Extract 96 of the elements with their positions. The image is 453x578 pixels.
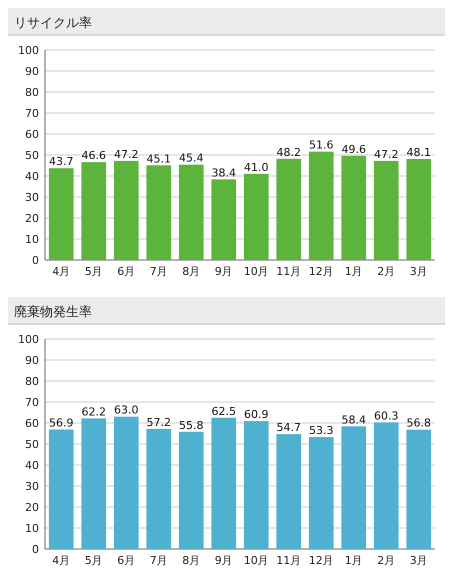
data-label: 62.2: [82, 405, 106, 418]
bar: [178, 432, 204, 549]
bar: [244, 421, 269, 549]
bar: [374, 160, 399, 260]
x-tick-label: 12月: [308, 554, 334, 567]
chart-title: リサイクル率: [14, 15, 92, 31]
y-tick-label: 90: [25, 65, 39, 78]
x-tick-label: 1月: [344, 265, 363, 278]
bar: [341, 156, 366, 260]
x-tick-label: 8月: [182, 265, 200, 278]
bar: [341, 426, 366, 549]
bar: [146, 428, 172, 549]
bar: [308, 437, 334, 549]
y-tick-label: 0: [32, 543, 39, 556]
bar: [406, 430, 432, 549]
y-tick-label: 40: [25, 459, 39, 472]
data-label: 56.8: [406, 416, 431, 430]
y-tick-label: 20: [25, 501, 39, 514]
data-label: 56.9: [49, 416, 74, 430]
x-tick-label: 11月: [276, 265, 302, 278]
bar: [276, 434, 302, 549]
y-tick-label: 40: [25, 170, 39, 183]
data-label: 54.7: [276, 421, 301, 434]
data-label: 58.4: [342, 413, 366, 426]
x-tick-label: 6月: [117, 265, 136, 278]
bar: [48, 430, 74, 549]
x-tick-label: 7月: [150, 265, 168, 278]
x-tick-label: 1月: [344, 554, 363, 567]
data-label: 62.5: [212, 404, 236, 418]
y-tick-label: 100: [18, 44, 39, 57]
data-label: 41.0: [244, 160, 268, 174]
data-label: 47.2: [374, 148, 398, 161]
bar: [146, 165, 172, 260]
data-label: 45.4: [179, 152, 204, 165]
x-tick-label: 9月: [214, 265, 233, 278]
y-tick-label: 30: [25, 191, 39, 204]
x-tick-label: 10月: [244, 265, 269, 278]
x-tick-label: 4月: [52, 265, 70, 278]
bar: [81, 418, 106, 549]
x-tick-label: 7月: [150, 554, 168, 567]
data-label: 57.2: [146, 416, 171, 429]
data-label: 48.1: [406, 146, 431, 159]
bar: [114, 416, 139, 549]
y-tick-label: 70: [25, 107, 39, 120]
bar: [276, 158, 302, 260]
data-label: 47.2: [114, 148, 138, 161]
bar: [211, 179, 236, 260]
data-label: 45.1: [146, 152, 171, 166]
bar: [48, 168, 74, 260]
x-tick-label: 5月: [84, 265, 103, 278]
y-tick-label: 0: [32, 254, 39, 267]
bar: [308, 152, 334, 260]
bar: [114, 160, 139, 260]
data-label: 48.2: [276, 146, 301, 159]
x-tick-label: 8月: [182, 554, 200, 567]
x-tick-label: 4月: [52, 554, 70, 567]
x-tick-label: 12月: [308, 265, 334, 278]
y-tick-label: 20: [25, 212, 39, 225]
data-label: 55.8: [179, 418, 204, 432]
x-tick-label: 3月: [410, 265, 428, 278]
bar: [244, 174, 269, 260]
bar: [374, 422, 399, 549]
y-tick-label: 60: [25, 128, 39, 141]
x-tick-label: 3月: [410, 554, 428, 567]
y-tick-label: 90: [25, 354, 39, 367]
bar: [178, 164, 204, 260]
data-label: 60.9: [244, 408, 268, 422]
data-label: 46.6: [82, 149, 106, 162]
y-tick-label: 10: [25, 233, 39, 246]
x-tick-label: 11月: [276, 554, 302, 567]
x-tick-label: 2月: [377, 554, 396, 567]
data-label: 60.3: [374, 409, 398, 422]
data-label: 53.3: [309, 424, 334, 438]
y-tick-label: 50: [25, 438, 39, 451]
y-tick-label: 80: [25, 86, 39, 99]
data-label: 49.6: [342, 142, 366, 156]
chart-title: 廃棄物発生率: [14, 304, 92, 320]
bar: [81, 162, 106, 260]
bar: [211, 418, 236, 549]
x-tick-label: 2月: [377, 265, 396, 278]
y-tick-label: 80: [25, 375, 39, 388]
data-label: 38.4: [212, 166, 236, 180]
data-label: 63.0: [114, 404, 138, 417]
data-label: 51.6: [309, 138, 334, 152]
x-tick-label: 6月: [117, 554, 136, 567]
y-tick-label: 60: [25, 417, 39, 430]
y-tick-label: 10: [25, 522, 39, 535]
x-tick-label: 10月: [244, 554, 269, 567]
x-tick-label: 5月: [84, 554, 103, 567]
x-tick-label: 9月: [214, 554, 233, 567]
y-tick-label: 50: [25, 149, 39, 162]
y-tick-label: 100: [18, 333, 39, 346]
y-tick-label: 30: [25, 480, 39, 493]
y-tick-label: 70: [25, 396, 39, 409]
data-label: 43.7: [49, 155, 74, 168]
bar: [406, 158, 432, 260]
